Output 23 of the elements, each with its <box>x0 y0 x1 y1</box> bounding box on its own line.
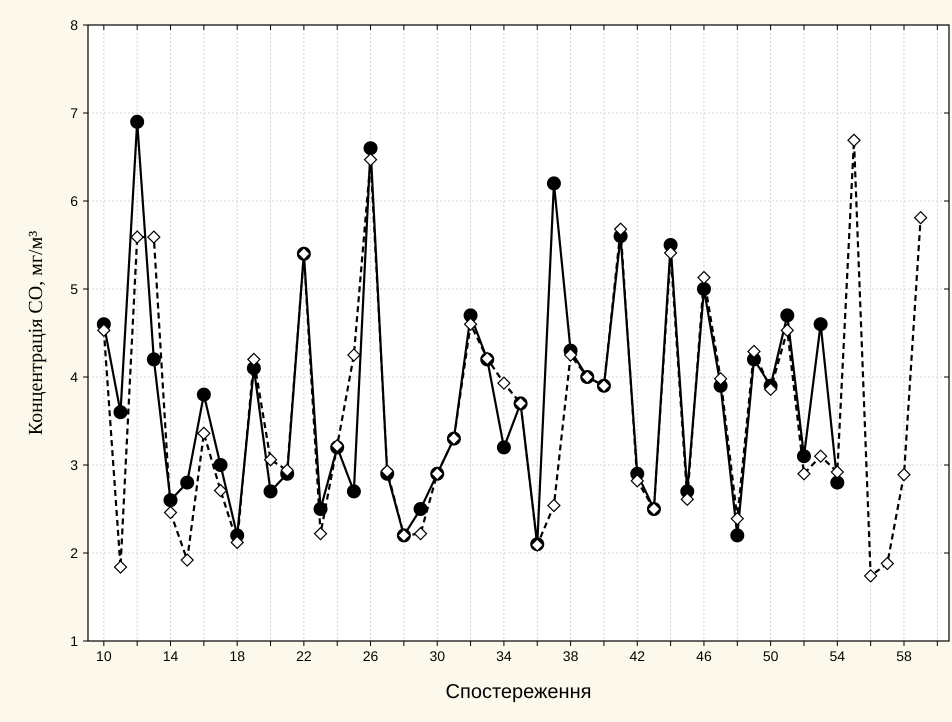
y-tick-label: 2 <box>70 545 78 561</box>
x-tick-label: 22 <box>296 648 312 664</box>
x-tick-label: 42 <box>629 648 646 664</box>
y-tick-label: 1 <box>70 633 78 649</box>
y-tick-label: 8 <box>70 17 78 33</box>
x-tick-label: 50 <box>762 648 779 664</box>
x-tick-label: 38 <box>562 648 579 664</box>
x-tick-label: 34 <box>496 648 512 664</box>
x-tick-label: 46 <box>696 648 712 664</box>
y-tick-label: 4 <box>70 369 78 385</box>
x-tick-label: 54 <box>830 648 846 664</box>
y-axis-title: Концентрація CO, мг/м³ <box>25 230 47 436</box>
x-axis-title: Спостереження <box>446 681 592 703</box>
x-tick-label: 30 <box>429 648 446 664</box>
y-tick-label: 6 <box>70 193 78 209</box>
x-tick-label: 14 <box>162 648 179 664</box>
x-tick-label: 26 <box>362 648 379 664</box>
x-tick-label: 58 <box>896 648 912 664</box>
x-tick-label: 10 <box>96 648 112 664</box>
y-tick-label: 5 <box>70 281 78 297</box>
y-tick-label: 7 <box>70 105 78 121</box>
x-tick-label: 18 <box>229 648 246 664</box>
y-tick-label: 3 <box>70 457 78 473</box>
